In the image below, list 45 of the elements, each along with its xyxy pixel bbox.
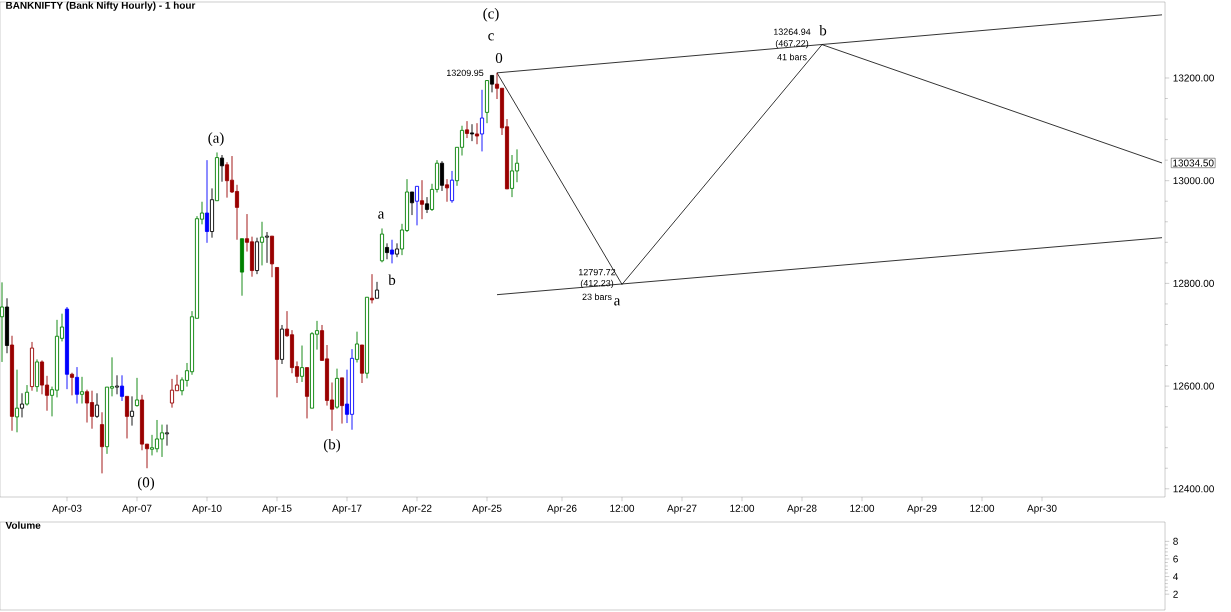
annotation: (0) <box>137 476 155 491</box>
x-tick-label: Apr-15 <box>262 504 292 514</box>
annotation: 12797.72 <box>579 268 616 276</box>
y-tick-label: 6 <box>1173 555 1178 563</box>
y-tick-label: 4 <box>1173 573 1179 580</box>
annotation: 0 <box>495 52 503 63</box>
y-tick-label: 12400.00 <box>1173 485 1214 493</box>
x-tick-label: 12:00 <box>610 504 635 512</box>
x-tick-label: Apr-10 <box>192 504 222 514</box>
x-tick-label: Apr-07 <box>122 504 152 514</box>
x-tick-label: Apr-28 <box>787 504 817 514</box>
x-tick-label: 12:00 <box>730 504 755 512</box>
x-tick-label: 12:00 <box>970 504 995 512</box>
y-tick-label: 2 <box>1173 590 1178 598</box>
y-tick-label: 8 <box>1173 537 1178 545</box>
annotation: a <box>378 211 385 219</box>
annotation: (467.22) <box>775 39 809 49</box>
annotation: 41 bars <box>777 53 807 61</box>
y-tick-label: 13000.00 <box>1173 177 1214 185</box>
x-tick-label: Apr-29 <box>907 504 937 514</box>
annotation: (c) <box>483 8 499 22</box>
annotation: 13209.95 <box>447 69 484 77</box>
annotation: a <box>614 298 621 306</box>
annotation: b <box>388 274 396 286</box>
x-tick-label: Apr-30 <box>1027 504 1057 514</box>
y-tick-label: 12800.00 <box>1173 279 1214 287</box>
x-tick-label: Apr-27 <box>667 504 697 514</box>
x-tick-label: Apr-17 <box>332 504 362 514</box>
annotation: 13264.94 <box>774 28 811 35</box>
chart-title: BANKNIFTY (Bank Nifty Hourly) - 1 hour <box>6 1 196 11</box>
text: 13034.50 <box>1173 159 1214 167</box>
x-tick-label: Apr-25 <box>472 504 502 514</box>
annotation: (b) <box>323 438 341 453</box>
x-tick-label: 12:00 <box>850 504 875 512</box>
annotation: (412.23) <box>580 279 614 289</box>
x-tick-label: Apr-03 <box>52 504 82 514</box>
annotation: 23 bars <box>582 293 612 301</box>
annotation: (a) <box>208 132 224 146</box>
y-tick-label: 12600.00 <box>1173 382 1214 390</box>
chart-title: Volume <box>5 521 41 529</box>
annotation: c <box>488 33 494 41</box>
y-tick-label: 13200.00 <box>1173 74 1214 82</box>
x-tick-label: Apr-22 <box>402 504 432 514</box>
annotation: b <box>819 24 827 36</box>
x-tick-label: Apr-26 <box>547 504 577 514</box>
